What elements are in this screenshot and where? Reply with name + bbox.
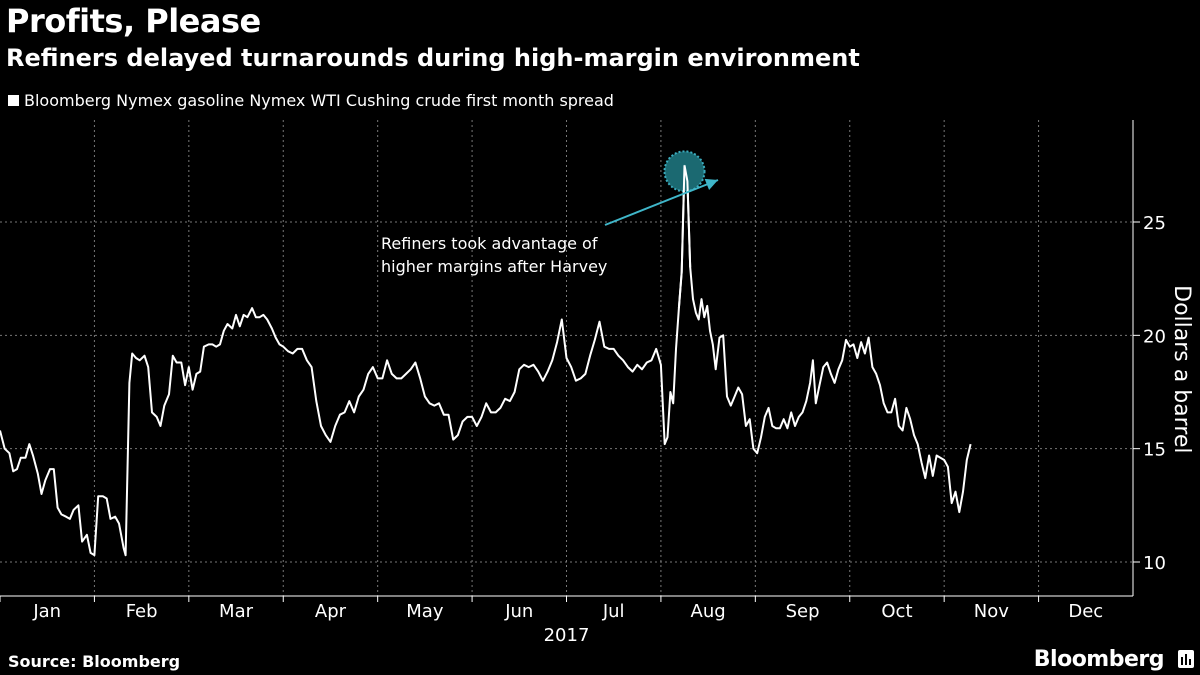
legend-swatch [8, 95, 19, 106]
x-tick-label: May [406, 601, 444, 622]
bloomberg-terminal-icon [1178, 650, 1194, 668]
x-tick-label: Feb [126, 601, 158, 622]
peak-line-overlay [677, 165, 692, 309]
legend: Bloomberg Nymex gasoline Nymex WTI Cushi… [8, 91, 614, 110]
x-tick-label: Jun [504, 601, 533, 622]
chart-subtitle: Refiners delayed turnarounds during high… [6, 44, 860, 72]
x-tick-label: Oct [881, 601, 912, 622]
source-note: Source: Bloomberg [8, 652, 181, 671]
annotation: Refiners took advantage of higher margins… [381, 150, 719, 309]
series-line [0, 164, 972, 557]
annotation-text-line: Refiners took advantage of [381, 234, 598, 253]
annotation-arrow-head [704, 178, 718, 191]
annotation-text-line: higher margins after Harvey [381, 257, 607, 276]
y-tick-label: 25 [1143, 213, 1166, 234]
x-axis-year-label: 2017 [544, 625, 590, 646]
x-tick-label: Jul [602, 601, 625, 622]
grid-lines [0, 120, 1133, 596]
legend-label: Bloomberg Nymex gasoline Nymex WTI Cushi… [24, 91, 614, 110]
x-tick-label: Dec [1068, 601, 1103, 622]
y-tick-label: 15 [1143, 440, 1166, 461]
x-tick-label: Jan [32, 601, 61, 622]
x-tick-label: Sep [786, 601, 820, 622]
x-tick-label: Aug [691, 601, 726, 622]
annotation-arrow-line [604, 179, 719, 226]
axes: 10 15 20 25 Jan Feb Mar Apr May Jun Jul Aug Sep Oct No… [0, 120, 1194, 646]
brand-logo: Bloomberg [1033, 647, 1165, 672]
series-line-layer [0, 164, 972, 557]
x-tick-label: Apr [315, 601, 347, 622]
chart-title: Profits, Please [6, 2, 261, 40]
x-tick-label: Nov [974, 601, 1009, 622]
x-tick-label: Mar [219, 601, 254, 622]
y-tick-label: 10 [1143, 553, 1166, 574]
y-axis-title: Dollars a barrel [1169, 285, 1194, 453]
y-tick-label: 20 [1143, 326, 1166, 347]
